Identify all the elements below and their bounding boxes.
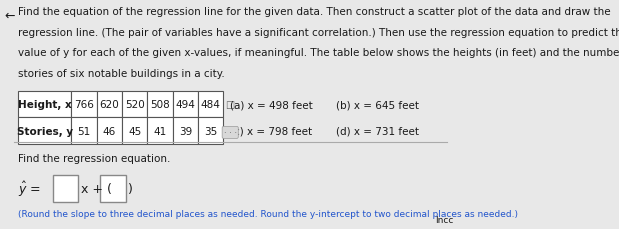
Text: ←: ← bbox=[4, 9, 15, 22]
Text: stories of six notable buildings in a city.: stories of six notable buildings in a ci… bbox=[19, 69, 225, 79]
FancyBboxPatch shape bbox=[122, 118, 147, 144]
Text: 51: 51 bbox=[77, 126, 90, 136]
Text: Find the equation of the regression line for the given data. Then construct a sc: Find the equation of the regression line… bbox=[19, 7, 611, 17]
FancyBboxPatch shape bbox=[100, 176, 126, 202]
Text: 508: 508 bbox=[150, 100, 170, 110]
FancyBboxPatch shape bbox=[147, 92, 173, 118]
Text: ): ) bbox=[128, 183, 132, 195]
Text: 484: 484 bbox=[201, 100, 220, 110]
Text: Height, x: Height, x bbox=[18, 100, 72, 110]
FancyBboxPatch shape bbox=[19, 92, 71, 118]
FancyBboxPatch shape bbox=[97, 92, 122, 118]
Text: (d) x = 731 feet: (d) x = 731 feet bbox=[336, 126, 419, 136]
FancyBboxPatch shape bbox=[173, 92, 198, 118]
Text: 35: 35 bbox=[204, 126, 217, 136]
Text: (b) x = 645 feet: (b) x = 645 feet bbox=[336, 100, 419, 110]
Text: (a) x = 498 feet: (a) x = 498 feet bbox=[230, 100, 313, 110]
Text: (Round the slope to three decimal places as needed. Round the y-intercept to two: (Round the slope to three decimal places… bbox=[19, 210, 519, 218]
Text: 766: 766 bbox=[74, 100, 94, 110]
FancyBboxPatch shape bbox=[147, 118, 173, 144]
FancyBboxPatch shape bbox=[198, 92, 223, 118]
Text: Find the regression equation.: Find the regression equation. bbox=[19, 153, 171, 163]
Text: (c) x = 798 feet: (c) x = 798 feet bbox=[230, 126, 313, 136]
Text: 46: 46 bbox=[103, 126, 116, 136]
FancyBboxPatch shape bbox=[19, 118, 71, 144]
Text: · · ·: · · · bbox=[223, 128, 237, 137]
Text: 620: 620 bbox=[100, 100, 119, 110]
Text: 39: 39 bbox=[179, 126, 192, 136]
FancyBboxPatch shape bbox=[122, 92, 147, 118]
Text: regression line. (The pair of variables have a significant correlation.) Then us: regression line. (The pair of variables … bbox=[19, 27, 619, 37]
Text: Incc: Incc bbox=[435, 215, 454, 224]
FancyBboxPatch shape bbox=[53, 176, 78, 202]
FancyBboxPatch shape bbox=[198, 118, 223, 144]
Text: □: □ bbox=[225, 100, 235, 110]
Text: 520: 520 bbox=[125, 100, 145, 110]
FancyBboxPatch shape bbox=[173, 118, 198, 144]
Text: 45: 45 bbox=[128, 126, 141, 136]
Text: 41: 41 bbox=[154, 126, 167, 136]
Text: value of y for each of the given x-values, if meaningful. The table below shows : value of y for each of the given x-value… bbox=[19, 48, 619, 58]
Text: x + (: x + ( bbox=[81, 183, 112, 195]
FancyBboxPatch shape bbox=[97, 118, 122, 144]
Text: Stories, y: Stories, y bbox=[17, 126, 73, 136]
FancyBboxPatch shape bbox=[71, 92, 97, 118]
Text: $\hat{y}$ =: $\hat{y}$ = bbox=[19, 180, 41, 198]
Text: 494: 494 bbox=[175, 100, 195, 110]
FancyBboxPatch shape bbox=[71, 118, 97, 144]
